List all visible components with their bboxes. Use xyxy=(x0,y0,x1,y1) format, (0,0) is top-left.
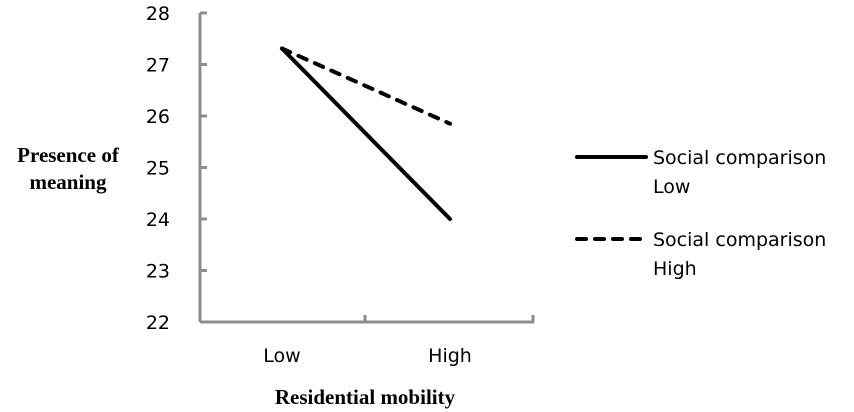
y-axis-title-line1: Presence of xyxy=(17,143,120,167)
x-tick-label-low: Low xyxy=(263,345,300,367)
x-axis: Low High xyxy=(200,315,535,367)
legend-item-high: Social comparison High xyxy=(575,229,826,280)
y-tick-label: 28 xyxy=(146,3,170,25)
series-social-comparison-low xyxy=(280,46,452,221)
plot-area xyxy=(280,46,452,221)
y-tick-label: 22 xyxy=(146,312,170,334)
y-tick-label: 23 xyxy=(146,261,170,283)
legend: Social comparison Low Social comparison … xyxy=(575,147,826,280)
x-axis-title: Residential mobility xyxy=(275,385,456,409)
y-axis-title-line2: meaning xyxy=(29,170,107,194)
y-axis: 28 27 26 25 24 23 22 xyxy=(146,3,207,334)
legend-item-low: Social comparison Low xyxy=(575,147,826,198)
y-tick-label: 26 xyxy=(146,106,170,128)
svg-text:Social comparison: Social comparison xyxy=(653,147,826,169)
svg-text:Social comparison: Social comparison xyxy=(653,229,826,251)
series-social-comparison-high xyxy=(280,46,452,126)
svg-text:Low: Low xyxy=(653,176,690,198)
y-tick-label: 24 xyxy=(146,209,170,231)
x-tick-label-high: High xyxy=(428,345,472,367)
y-tick-label: 25 xyxy=(146,158,170,180)
y-tick-label: 27 xyxy=(146,55,170,77)
svg-text:High: High xyxy=(653,258,697,280)
